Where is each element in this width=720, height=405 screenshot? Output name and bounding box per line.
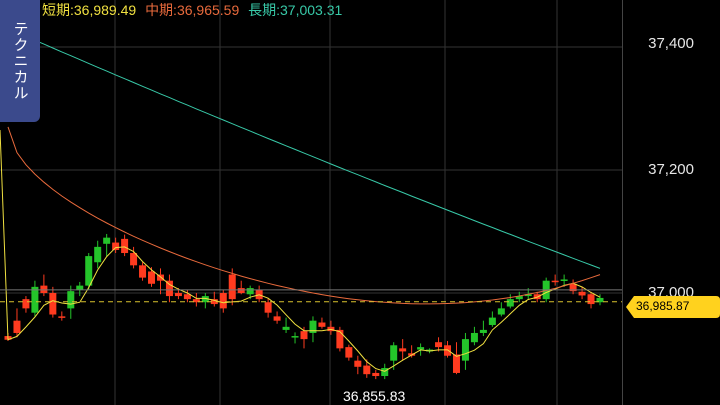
long-ma-line	[7, 28, 601, 269]
candle-down	[219, 293, 227, 309]
candle-down	[121, 238, 129, 254]
candle-down	[174, 293, 182, 297]
candle-down	[264, 302, 272, 313]
candle-up	[67, 291, 75, 309]
candle-up	[381, 368, 389, 377]
candle-up	[488, 317, 496, 325]
candle-up	[201, 296, 209, 303]
candle-up	[291, 336, 299, 338]
candle-up	[85, 256, 93, 286]
mid-ma-line	[7, 126, 601, 305]
low-price-annotation: 36,855.83	[343, 388, 406, 404]
candle-down	[237, 288, 245, 293]
candle-down	[578, 291, 586, 296]
candle-down	[49, 293, 57, 315]
candle-up	[282, 326, 290, 330]
candle-up	[103, 237, 111, 244]
candle-down	[228, 274, 236, 300]
candle-down	[165, 280, 173, 297]
candle-down	[192, 299, 200, 303]
candle-up	[390, 345, 398, 361]
candle-down	[130, 253, 138, 266]
candle-down	[300, 331, 308, 340]
candle-down	[112, 242, 120, 250]
candle-up	[461, 339, 469, 361]
mid-ma-value: 中期:36,965.59	[145, 2, 240, 18]
candle-down	[40, 285, 48, 293]
candle-down	[452, 354, 460, 373]
candle-down	[354, 360, 362, 367]
current-price-value: 36,985.87	[636, 299, 690, 313]
candle-down	[148, 271, 156, 284]
candle-up	[246, 288, 254, 295]
y-axis-label-37400: 37,400	[648, 35, 694, 52]
candle-down	[551, 280, 559, 283]
candle-down	[372, 372, 380, 377]
candle-down	[318, 322, 326, 327]
candle-up	[524, 294, 532, 297]
candle-up	[560, 279, 568, 281]
candle-up	[31, 286, 39, 313]
candle-up	[94, 246, 102, 263]
short-ma-value: 短期:36,989.49	[42, 2, 137, 18]
technical-tab-label: テクニカル	[11, 21, 29, 101]
candle-up	[515, 296, 523, 300]
candle-down	[435, 342, 443, 348]
candle-down	[58, 316, 66, 318]
long-ma-value: 長期:37,003.31	[248, 2, 343, 18]
candle-down	[569, 283, 577, 292]
candle-down	[210, 299, 218, 305]
candle-down	[273, 316, 281, 321]
candle-down	[587, 294, 595, 305]
technical-tab-button[interactable]: テクニカル	[0, 0, 40, 122]
y-axis-label-37200: 37,200	[648, 161, 694, 178]
candle-up	[506, 299, 514, 307]
candle-up	[76, 285, 84, 290]
candle-up	[309, 320, 317, 333]
candle-down	[139, 265, 147, 278]
candle-up	[479, 329, 487, 333]
candle-down	[363, 365, 371, 375]
candle-down	[408, 353, 416, 356]
candle-down	[183, 294, 191, 300]
candle-down	[22, 299, 30, 309]
ma-legend: 短期:36,989.49 中期:36,965.59 長期:37,003.31	[42, 0, 347, 18]
candle-down	[156, 274, 164, 281]
candle-up	[596, 297, 604, 303]
current-price-tag: 36,985.87	[626, 296, 720, 318]
candle-down	[345, 347, 353, 358]
candle-down	[399, 348, 407, 352]
short-ma-line	[0, 129, 601, 372]
candle-down	[336, 329, 344, 349]
candle-up	[470, 332, 478, 343]
candle-up	[417, 347, 425, 350]
candle-up	[497, 308, 505, 315]
price-tag-shape	[626, 296, 720, 318]
candle-down	[13, 320, 21, 333]
